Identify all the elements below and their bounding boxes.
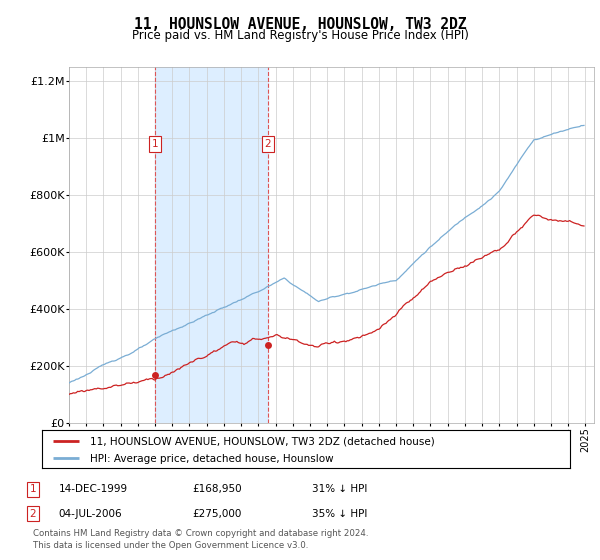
Text: £275,000: £275,000	[192, 508, 241, 519]
Text: Price paid vs. HM Land Registry's House Price Index (HPI): Price paid vs. HM Land Registry's House …	[131, 29, 469, 42]
Text: This data is licensed under the Open Government Licence v3.0.: This data is licensed under the Open Gov…	[33, 541, 308, 550]
Text: 35% ↓ HPI: 35% ↓ HPI	[312, 508, 367, 519]
Text: 04-JUL-2006: 04-JUL-2006	[59, 508, 122, 519]
Text: 31% ↓ HPI: 31% ↓ HPI	[312, 484, 367, 494]
Text: Contains HM Land Registry data © Crown copyright and database right 2024.: Contains HM Land Registry data © Crown c…	[33, 529, 368, 538]
Text: 2: 2	[29, 508, 37, 519]
Text: 11, HOUNSLOW AVENUE, HOUNSLOW, TW3 2DZ: 11, HOUNSLOW AVENUE, HOUNSLOW, TW3 2DZ	[134, 17, 466, 32]
Text: 2: 2	[265, 139, 271, 149]
Text: HPI: Average price, detached house, Hounslow: HPI: Average price, detached house, Houn…	[89, 454, 333, 464]
Text: 11, HOUNSLOW AVENUE, HOUNSLOW, TW3 2DZ (detached house): 11, HOUNSLOW AVENUE, HOUNSLOW, TW3 2DZ (…	[89, 436, 434, 446]
Text: 14-DEC-1999: 14-DEC-1999	[59, 484, 128, 494]
Text: 1: 1	[152, 139, 158, 149]
Text: £168,950: £168,950	[192, 484, 242, 494]
Bar	[155, 67, 268, 423]
Text: 1: 1	[29, 484, 37, 494]
